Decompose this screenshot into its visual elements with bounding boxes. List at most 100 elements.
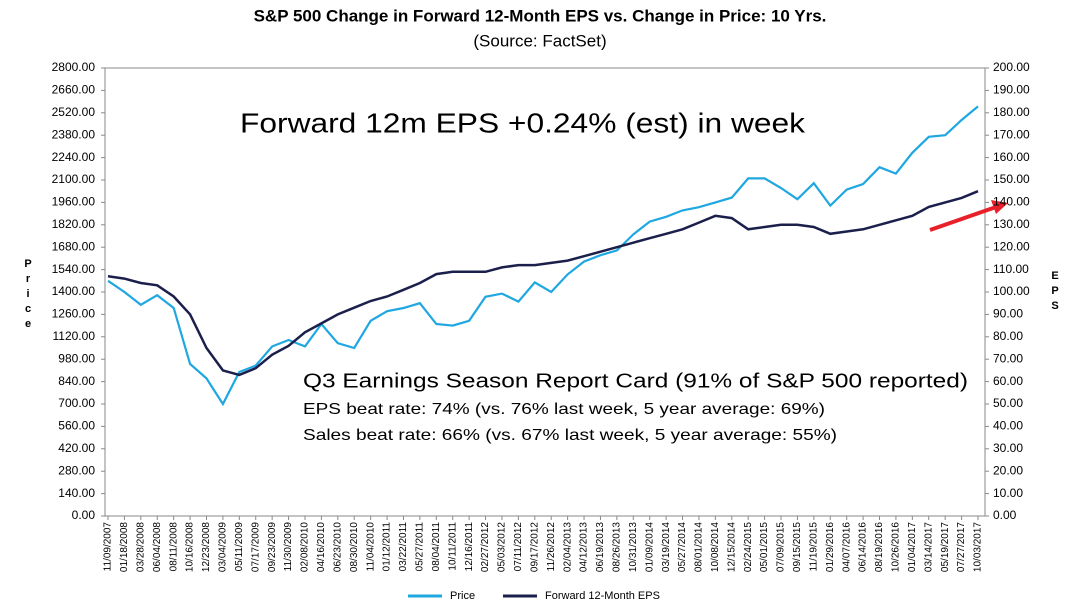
x-tick-label: 09/23/2009 bbox=[267, 522, 278, 572]
y2-tick-label: 80.00 bbox=[993, 329, 1023, 343]
y2-tick-label: 160.00 bbox=[993, 150, 1030, 164]
x-tick-label: 07/09/2015 bbox=[776, 522, 787, 572]
x-tick-label: 12/16/2011 bbox=[464, 522, 475, 572]
x-tick-label: 01/09/2014 bbox=[644, 522, 655, 572]
y-tick-label: 2380.00 bbox=[52, 127, 96, 141]
x-tick-label: 05/03/2012 bbox=[497, 522, 508, 572]
x-tick-label: 08/19/2016 bbox=[874, 522, 885, 572]
x-tick-label: 12/15/2014 bbox=[726, 522, 737, 572]
x-tick-label: 02/27/2012 bbox=[480, 522, 491, 572]
y2-tick-label: 30.00 bbox=[993, 441, 1023, 455]
x-tick-label: 03/04/2009 bbox=[218, 522, 229, 572]
y-tick-label: 0.00 bbox=[72, 508, 96, 522]
x-tick-label: 02/08/2010 bbox=[300, 522, 311, 572]
x-tick-label: 05/27/2014 bbox=[677, 522, 688, 572]
y2-tick-label: 60.00 bbox=[993, 374, 1023, 388]
x-tick-label: 07/17/2009 bbox=[250, 522, 261, 572]
y-tick-label: 1680.00 bbox=[52, 239, 96, 253]
arrow-head bbox=[991, 200, 1008, 214]
y2-tick-label: 90.00 bbox=[993, 307, 1023, 321]
annotation: EPS beat rate: 74% (vs. 76% last week, 5… bbox=[303, 401, 825, 418]
x-tick-label: 07/27/2017 bbox=[956, 522, 967, 572]
x-tick-label: 10/16/2008 bbox=[185, 522, 196, 572]
x-tick-label: 05/11/2009 bbox=[234, 522, 245, 572]
y2-axis-label: EPS bbox=[1049, 270, 1061, 315]
x-tick-label: 06/23/2010 bbox=[332, 522, 343, 572]
y-tick-label: 980.00 bbox=[58, 351, 95, 365]
y2-tick-label: 0.00 bbox=[993, 508, 1017, 522]
y-tick-label: 420.00 bbox=[58, 441, 95, 455]
x-tick-label: 11/09/2007 bbox=[103, 522, 114, 572]
y-axis-label: Price bbox=[22, 258, 34, 333]
x-tick-label: 04/07/2016 bbox=[841, 522, 852, 572]
x-tick-label: 02/24/2015 bbox=[743, 522, 754, 572]
y-tick-label: 2660.00 bbox=[52, 83, 96, 97]
x-tick-label: 03/28/2008 bbox=[135, 522, 146, 572]
x-tick-label: 08/26/2013 bbox=[612, 522, 623, 572]
x-tick-label: 05/01/2015 bbox=[759, 522, 770, 572]
y2-tick-label: 120.00 bbox=[993, 239, 1030, 253]
x-tick-label: 09/17/2012 bbox=[529, 522, 540, 572]
y2-tick-label: 170.00 bbox=[993, 127, 1030, 141]
y2-tick-label: 40.00 bbox=[993, 419, 1023, 433]
x-tick-label: 10/08/2014 bbox=[710, 522, 721, 572]
y2-tick-label: 70.00 bbox=[993, 351, 1023, 365]
y-tick-label: 1400.00 bbox=[52, 284, 96, 298]
annotation: Forward 12m EPS +0.24% (est) in week bbox=[240, 107, 806, 138]
x-tick-label: 10/11/2011 bbox=[447, 522, 458, 571]
series-line bbox=[107, 190, 979, 377]
y2-tick-label: 200.00 bbox=[993, 60, 1030, 74]
y2-tick-label: 50.00 bbox=[993, 396, 1023, 410]
x-tick-label: 04/12/2013 bbox=[579, 522, 590, 572]
x-tick-label: 11/19/2015 bbox=[808, 522, 819, 572]
y-tick-label: 1820.00 bbox=[52, 217, 96, 231]
y-tick-label: 2240.00 bbox=[52, 150, 96, 164]
series-line bbox=[107, 105, 979, 407]
y-tick-label: 1260.00 bbox=[52, 307, 96, 321]
x-tick-label: 08/01/2014 bbox=[694, 522, 705, 572]
y2-tick-label: 130.00 bbox=[993, 217, 1030, 231]
x-tick-label: 06/19/2013 bbox=[595, 522, 606, 572]
y-tick-label: 280.00 bbox=[58, 463, 95, 477]
y2-tick-label: 10.00 bbox=[993, 486, 1023, 500]
annotation: Q3 Earnings Season Report Card (91% of S… bbox=[303, 370, 968, 392]
y-tick-label: 1120.00 bbox=[53, 329, 96, 343]
x-tick-label: 08/04/2011 bbox=[431, 522, 442, 572]
y2-tick-label: 180.00 bbox=[993, 105, 1030, 119]
x-tick-label: 10/26/2016 bbox=[891, 522, 902, 572]
x-tick-label: 05/27/2011 bbox=[415, 522, 426, 572]
y-tick-label: 2800.00 bbox=[52, 60, 96, 74]
y2-tick-label: 150.00 bbox=[993, 172, 1030, 186]
y2-tick-label: 140.00 bbox=[993, 195, 1030, 209]
chart-title: S&P 500 Change in Forward 12-Month EPS v… bbox=[254, 6, 827, 25]
x-tick-label: 04/16/2010 bbox=[316, 522, 327, 572]
y-tick-label: 840.00 bbox=[58, 374, 95, 388]
y-tick-label: 2520.00 bbox=[52, 105, 96, 119]
y-tick-label: 140.00 bbox=[58, 486, 95, 500]
x-tick-label: 01/04/2017 bbox=[907, 522, 918, 572]
x-tick-label: 10/31/2013 bbox=[628, 522, 639, 572]
x-tick-label: 05/19/2017 bbox=[940, 522, 951, 572]
x-tick-label: 02/04/2013 bbox=[562, 522, 573, 572]
x-tick-label: 01/18/2008 bbox=[119, 522, 130, 572]
x-tick-label: 06/14/2016 bbox=[858, 522, 869, 572]
y2-tick-label: 20.00 bbox=[993, 463, 1023, 477]
x-tick-label: 08/30/2010 bbox=[349, 522, 360, 572]
x-tick-label: 03/14/2017 bbox=[923, 522, 934, 572]
y2-tick-label: 190.00 bbox=[993, 83, 1030, 97]
x-tick-label: 12/23/2008 bbox=[201, 522, 212, 572]
arrow-shaft bbox=[929, 205, 997, 232]
y-tick-label: 700.00 bbox=[58, 396, 95, 410]
y2-tick-label: 110.00 bbox=[993, 262, 1029, 276]
annotation: Sales beat rate: 66% (vs. 67% last week,… bbox=[303, 427, 837, 444]
y-tick-label: 1540.00 bbox=[52, 262, 96, 276]
x-tick-label: 08/11/2008 bbox=[168, 522, 179, 572]
x-tick-label: 11/30/2009 bbox=[283, 522, 294, 572]
y2-tick-label: 100.00 bbox=[993, 284, 1030, 298]
x-tick-label: 09/15/2015 bbox=[792, 522, 803, 572]
x-tick-label: 06/04/2008 bbox=[152, 522, 163, 572]
y-tick-label: 1960.00 bbox=[52, 195, 96, 209]
legend-label: Price bbox=[450, 590, 475, 602]
